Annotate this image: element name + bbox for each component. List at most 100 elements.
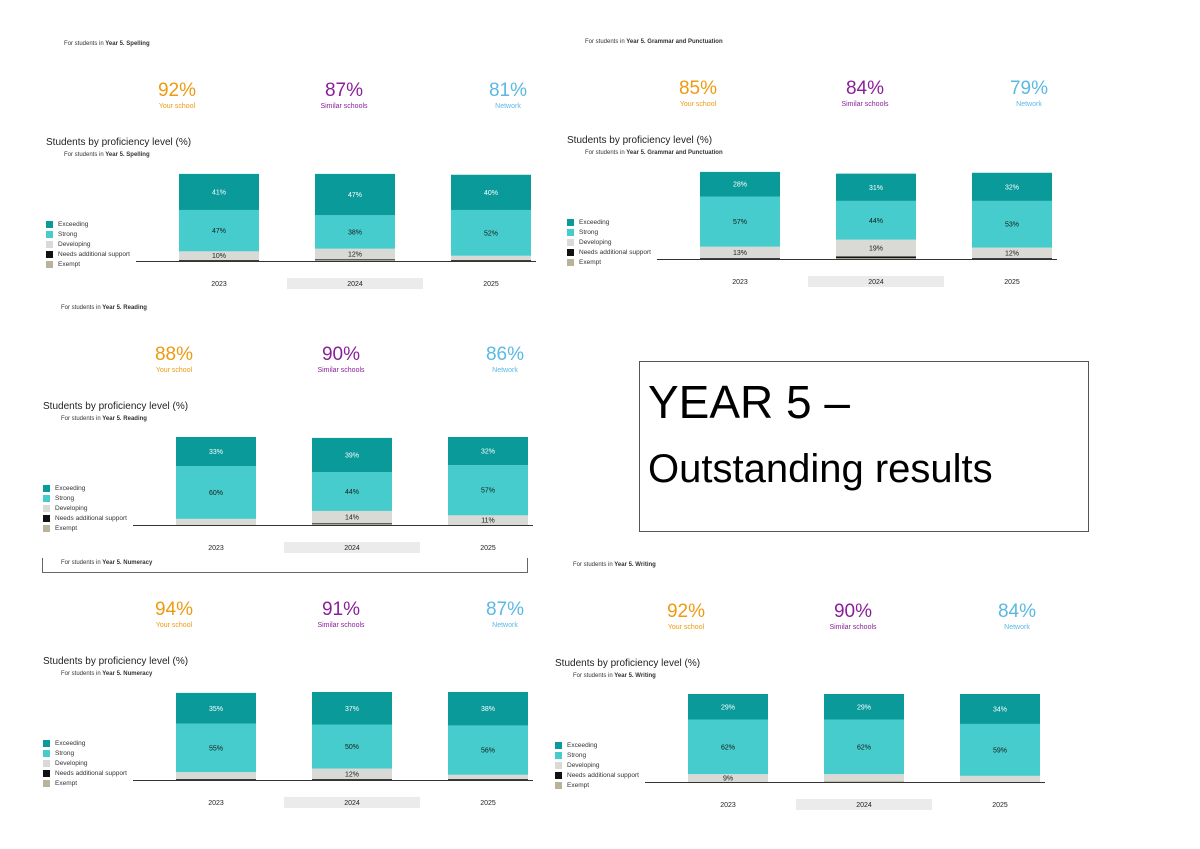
legend-label: Exempt xyxy=(55,779,78,787)
legend-item-strong: Strong xyxy=(43,493,127,503)
summary-label: Network xyxy=(1004,624,1030,631)
summary-school: 92% Your school xyxy=(107,80,247,111)
data-label-exceeding-2025: 38% xyxy=(481,706,495,713)
bar-developing-2023 xyxy=(179,251,259,261)
summary-value: 88% xyxy=(154,344,194,365)
data-label-strong-2024: 38% xyxy=(348,229,362,236)
summary-label: Network xyxy=(492,367,518,374)
summary-value: 87% xyxy=(485,599,525,620)
stacked-bar-chart: 28% 57% 13% 2023 31% 44% 19% 2024 32% 53% 12% 2025 xyxy=(657,171,1057,287)
legend-swatch xyxy=(555,781,562,789)
legend-item-strong: Strong xyxy=(555,750,639,760)
legend-item-developing: Developing xyxy=(567,237,651,247)
summary-label: Your school xyxy=(667,624,705,631)
bar-strong-2023 xyxy=(700,196,780,247)
summary-label: Similar schools xyxy=(841,101,889,108)
data-label-developing-2023: 10% xyxy=(212,253,226,260)
data-label-exceeding-2024: 29% xyxy=(857,704,871,711)
category-label-2023: 2023 xyxy=(732,279,748,286)
legend-label: Developing xyxy=(55,504,88,512)
legend-swatch xyxy=(555,771,562,779)
bar-needs-support-2025 xyxy=(448,779,528,780)
bar-strong-2024 xyxy=(312,472,392,511)
legend-label: Strong xyxy=(567,751,587,759)
panel-subtitle: For students in Year 5. Numeracy xyxy=(61,560,153,566)
summary-value: 79% xyxy=(1009,78,1049,99)
data-label-exceeding-2025: 32% xyxy=(1005,184,1019,191)
chart-title: Students by proficiency level (%) xyxy=(555,658,701,669)
bar-strong-2025 xyxy=(451,209,531,256)
title-line-2: Outstanding results xyxy=(648,447,993,491)
legend-label: Exceeding xyxy=(55,484,86,492)
bar-developing-2025 xyxy=(960,775,1040,782)
bar-strong-2025 xyxy=(960,723,1040,776)
chart-legend: Exceeding Strong Developing Needs additiona… xyxy=(555,740,639,790)
category-label-2024: 2024 xyxy=(347,281,363,288)
bar-exempt-2024 xyxy=(315,260,395,261)
legend-swatch xyxy=(43,769,50,777)
bar-needs-support-2023 xyxy=(179,260,259,261)
bar-strong-2024 xyxy=(315,215,395,249)
bar-developing-2024 xyxy=(836,239,916,257)
legend-swatch xyxy=(46,220,53,228)
legend-label: Developing xyxy=(55,759,88,767)
category-label-2023: 2023 xyxy=(208,800,224,807)
bar-developing-2024 xyxy=(315,248,395,260)
legend-swatch xyxy=(43,759,50,767)
stacked-bar-chart: 29% 62% 9% 2023 29% 62% 2024 34% 59% 2025 xyxy=(645,694,1045,810)
bar-strong-2025 xyxy=(448,465,528,516)
summary-similar: 84% Similar schools xyxy=(795,78,935,109)
summary-label: Network xyxy=(495,103,521,110)
legend-label: Exceeding xyxy=(55,739,86,747)
category-label-2023: 2023 xyxy=(211,281,227,288)
bar-developing-2025 xyxy=(972,247,1052,259)
chart-legend: Exceeding Strong Developing Needs additiona… xyxy=(43,483,127,533)
chart-title: Students by proficiency level (%) xyxy=(43,401,189,412)
summary-school: 88% Your school xyxy=(104,344,244,375)
chart-legend: Exceeding Strong Developing Needs additiona… xyxy=(567,217,651,267)
bar-developing-2025 xyxy=(448,774,528,780)
bar-developing-2023 xyxy=(176,518,256,525)
chart-panel: For students in Year 5. Reading 88% Your s… xyxy=(39,302,559,560)
summary-value: 84% xyxy=(845,78,885,99)
category-highlight xyxy=(284,797,420,808)
stacked-bar-chart: 35% 55% 2023 37% 50% 12% 2024 38% 56% 2025 xyxy=(133,692,533,808)
legend-label: Exempt xyxy=(579,258,602,266)
summary-similar: 90% Similar schools xyxy=(271,344,411,375)
panel-subtitle: For students in Year 5. Spelling xyxy=(64,152,150,158)
summary-similar: 87% Similar schools xyxy=(274,80,414,111)
summary-value: 86% xyxy=(485,344,525,365)
summary-value: 87% xyxy=(324,80,364,101)
legend-item-exempt: Exempt xyxy=(555,780,639,790)
legend-label: Strong xyxy=(579,228,599,236)
category-highlight xyxy=(287,278,423,289)
summary-network: 81% Network xyxy=(438,80,578,111)
data-label-strong-2025: 56% xyxy=(481,748,495,755)
bar-exceeding-2023 xyxy=(176,692,256,724)
summary-value: 90% xyxy=(321,344,361,365)
legend-swatch xyxy=(567,248,574,256)
legend-item-needs-support: Needs additional support xyxy=(43,768,127,778)
data-label-strong-2023: 60% xyxy=(209,490,223,497)
data-label-strong-2024: 44% xyxy=(869,218,883,225)
legend-item-needs-support: Needs additional support xyxy=(567,247,651,257)
legend-label: Needs additional support xyxy=(58,250,130,258)
summary-school: 94% Your school xyxy=(104,599,244,630)
bar-exempt-2024 xyxy=(836,258,916,259)
legend-item-exempt: Exempt xyxy=(567,257,651,267)
legend-label: Strong xyxy=(58,230,78,238)
category-highlight xyxy=(796,799,932,810)
bar-developing-2025 xyxy=(451,255,531,261)
bar-exceeding-2025 xyxy=(451,174,531,210)
legend-label: Developing xyxy=(579,238,612,246)
bar-strong-2024 xyxy=(824,719,904,775)
legend-swatch xyxy=(567,218,574,226)
legend-label: Exempt xyxy=(567,781,590,789)
data-label-exceeding-2023: 33% xyxy=(209,449,223,456)
bar-needs-support-2024 xyxy=(836,256,916,259)
data-label-strong-2025: 53% xyxy=(1005,222,1019,229)
bar-strong-2023 xyxy=(176,723,256,773)
summary-value: 92% xyxy=(157,80,197,101)
bar-needs-support-2023 xyxy=(176,779,256,780)
summary-similar: 90% Similar schools xyxy=(783,601,923,632)
